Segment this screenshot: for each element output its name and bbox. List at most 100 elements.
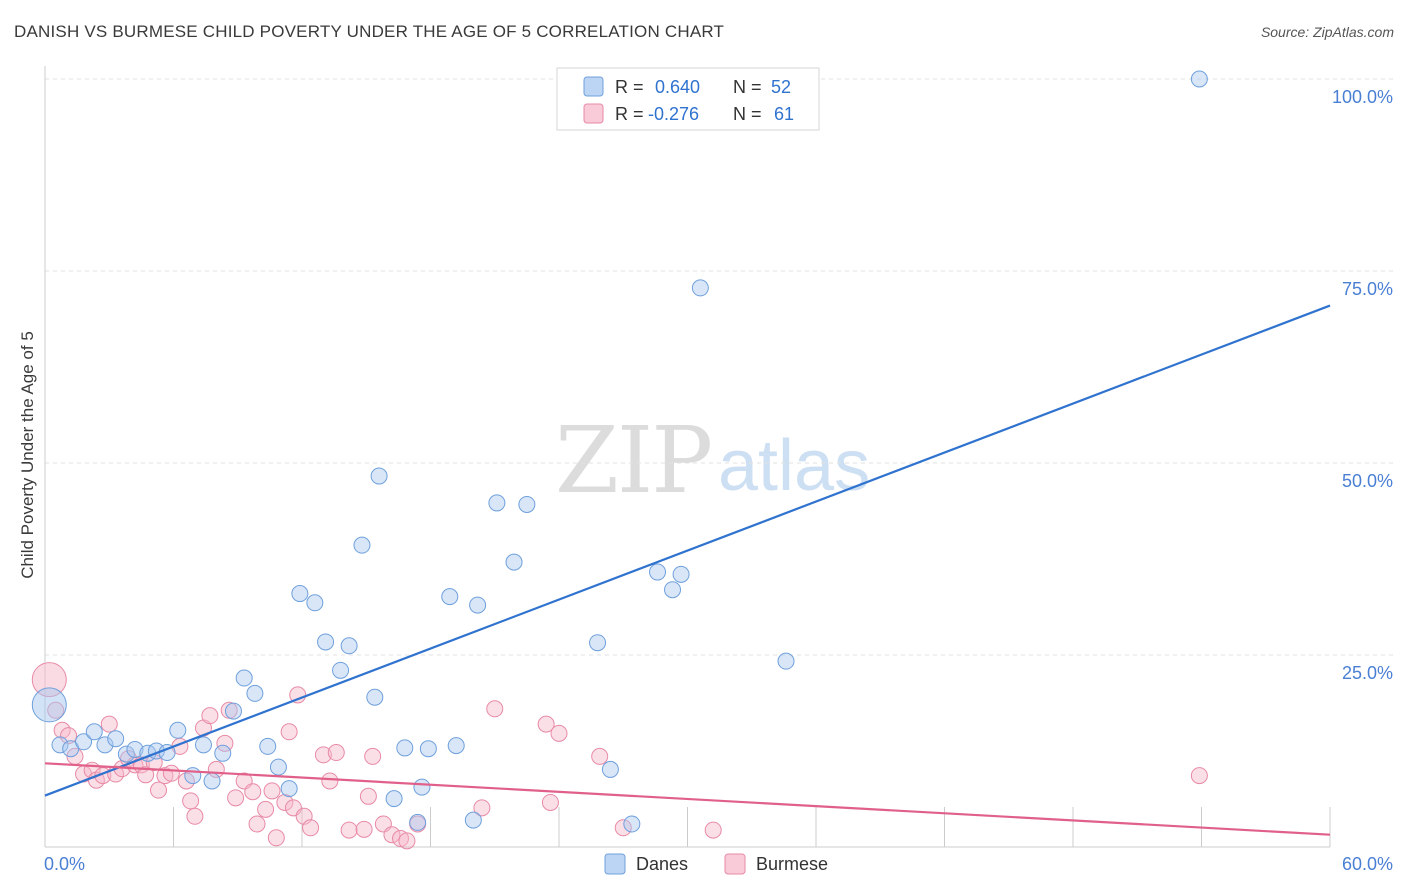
legend-danes-label: Danes bbox=[636, 854, 688, 874]
danes-point-12 bbox=[169, 721, 187, 739]
danes-point-34 bbox=[413, 778, 431, 796]
x-tick-label-min: 0.0% bbox=[44, 854, 85, 874]
danes-n-label: N = bbox=[733, 77, 762, 97]
watermark: ZIP atlas bbox=[555, 407, 870, 514]
tick-labels: 25.0% 50.0% 75.0% 100.0% 0.0% 60.0% bbox=[44, 87, 1393, 874]
burmese-point-27 bbox=[216, 734, 234, 752]
danes-point-7 bbox=[117, 745, 135, 763]
burmese-n-value: 61 bbox=[774, 104, 794, 124]
danes-point-19 bbox=[246, 684, 264, 702]
burmese-point-42 bbox=[314, 746, 332, 764]
trend-lines bbox=[44, 304, 1331, 836]
y-tick-label-50: 50.0% bbox=[1342, 471, 1393, 491]
danes-point-47 bbox=[664, 581, 682, 599]
danes-point-44 bbox=[601, 760, 619, 778]
legend-burmese-swatch bbox=[724, 853, 746, 875]
burmese-point-19 bbox=[162, 764, 180, 782]
burmese-point-3 bbox=[60, 727, 78, 745]
danes-point-25 bbox=[317, 633, 335, 651]
y-axis-label: Child Poverty Under the Age of 5 bbox=[18, 331, 37, 579]
legend-danes-swatch bbox=[604, 853, 626, 875]
burmese-point-54 bbox=[473, 799, 491, 817]
danes-point-46 bbox=[649, 563, 667, 581]
danes-point-24 bbox=[306, 594, 324, 612]
danes-point-4 bbox=[85, 723, 103, 741]
burmese-point-23 bbox=[186, 807, 204, 825]
burmese-point-34 bbox=[263, 782, 281, 800]
danes-point-51 bbox=[1190, 70, 1208, 88]
burmese-point-41 bbox=[302, 819, 320, 837]
danes-point-21 bbox=[269, 758, 287, 776]
danes-point-32 bbox=[396, 739, 414, 757]
danes-point-41 bbox=[505, 553, 523, 571]
burmese-point-15 bbox=[137, 766, 155, 784]
burmese-point-25 bbox=[201, 707, 219, 725]
burmese-point-60 bbox=[614, 819, 632, 837]
burmese-point-39 bbox=[289, 686, 307, 704]
burmese-point-36 bbox=[276, 793, 294, 811]
burmese-point-31 bbox=[244, 783, 262, 801]
danes-point-22 bbox=[280, 780, 298, 798]
burmese-point-58 bbox=[550, 724, 568, 742]
source-credit: Source: ZipAtlas.com bbox=[1260, 24, 1394, 40]
danes-point-33 bbox=[409, 813, 427, 831]
danes-point-17 bbox=[224, 702, 242, 720]
danes-point-43 bbox=[589, 634, 607, 652]
burmese-point-59 bbox=[591, 747, 609, 765]
y-tick-label-100: 100.0% bbox=[1332, 87, 1393, 107]
burmese-point-50 bbox=[383, 826, 401, 844]
watermark-atlas: atlas bbox=[718, 426, 870, 506]
danes-n-value: 52 bbox=[771, 77, 791, 97]
burmese-r-label: R = bbox=[615, 104, 644, 124]
danes-point-42 bbox=[518, 495, 536, 513]
danes-point-15 bbox=[203, 772, 221, 790]
x-tick-label-max: 60.0% bbox=[1342, 854, 1393, 874]
burmese-point-61 bbox=[704, 821, 722, 839]
burmese-point-55 bbox=[486, 700, 504, 718]
danes-r-label: R = bbox=[615, 77, 644, 97]
burmese-point-17 bbox=[150, 781, 168, 799]
stats-legend: R = 0.640 N = 52 R = -0.276 N = 61 bbox=[556, 67, 820, 131]
danes-point-31 bbox=[385, 790, 403, 808]
danes-point-18 bbox=[235, 669, 253, 687]
burmese-n-label: N = bbox=[733, 104, 762, 124]
danes-point-27 bbox=[340, 637, 358, 655]
danes-point-8 bbox=[126, 740, 144, 758]
danes-point-5 bbox=[96, 736, 114, 754]
danes-point-49 bbox=[691, 279, 709, 297]
danes-point-48 bbox=[672, 565, 690, 583]
danes-point-20 bbox=[259, 737, 277, 755]
danes-point-16 bbox=[214, 744, 232, 762]
burmese-swatch bbox=[583, 103, 604, 124]
danes-point-14 bbox=[194, 736, 212, 754]
burmese-point-32 bbox=[248, 815, 266, 833]
burmese-point-29 bbox=[227, 789, 245, 807]
danes-point-30 bbox=[370, 467, 388, 485]
chart-title: DANISH VS BURMESE CHILD POVERTY UNDER TH… bbox=[14, 22, 725, 41]
data-points bbox=[31, 70, 1208, 850]
danes-point-26 bbox=[332, 661, 350, 679]
burmese-point-35 bbox=[267, 829, 285, 847]
danes-point-45 bbox=[623, 815, 641, 833]
watermark-zip: ZIP bbox=[555, 407, 711, 514]
burmese-point-46 bbox=[355, 820, 373, 838]
burmese-point-47 bbox=[359, 787, 377, 805]
danes-point-23 bbox=[291, 585, 309, 603]
burmese-point-51 bbox=[392, 830, 410, 848]
danes-point-3 bbox=[75, 733, 93, 751]
burmese-point-45 bbox=[340, 821, 358, 839]
danes-point-6 bbox=[107, 730, 125, 748]
y-tick-label-75: 75.0% bbox=[1342, 279, 1393, 299]
grid bbox=[45, 78, 1395, 656]
burmese-r-value: -0.276 bbox=[648, 104, 699, 124]
danes-point-35 bbox=[419, 740, 437, 758]
burmese-point-52 bbox=[398, 832, 416, 850]
danes-point-28 bbox=[353, 536, 371, 554]
burmese-trend-line bbox=[44, 762, 1331, 836]
danes-point-29 bbox=[366, 688, 384, 706]
legend-burmese-label: Burmese bbox=[756, 854, 828, 874]
burmese-point-62 bbox=[1190, 767, 1208, 785]
danes-point-40 bbox=[488, 494, 506, 512]
burmese-point-33 bbox=[257, 800, 275, 818]
danes-trend-line bbox=[44, 304, 1331, 797]
